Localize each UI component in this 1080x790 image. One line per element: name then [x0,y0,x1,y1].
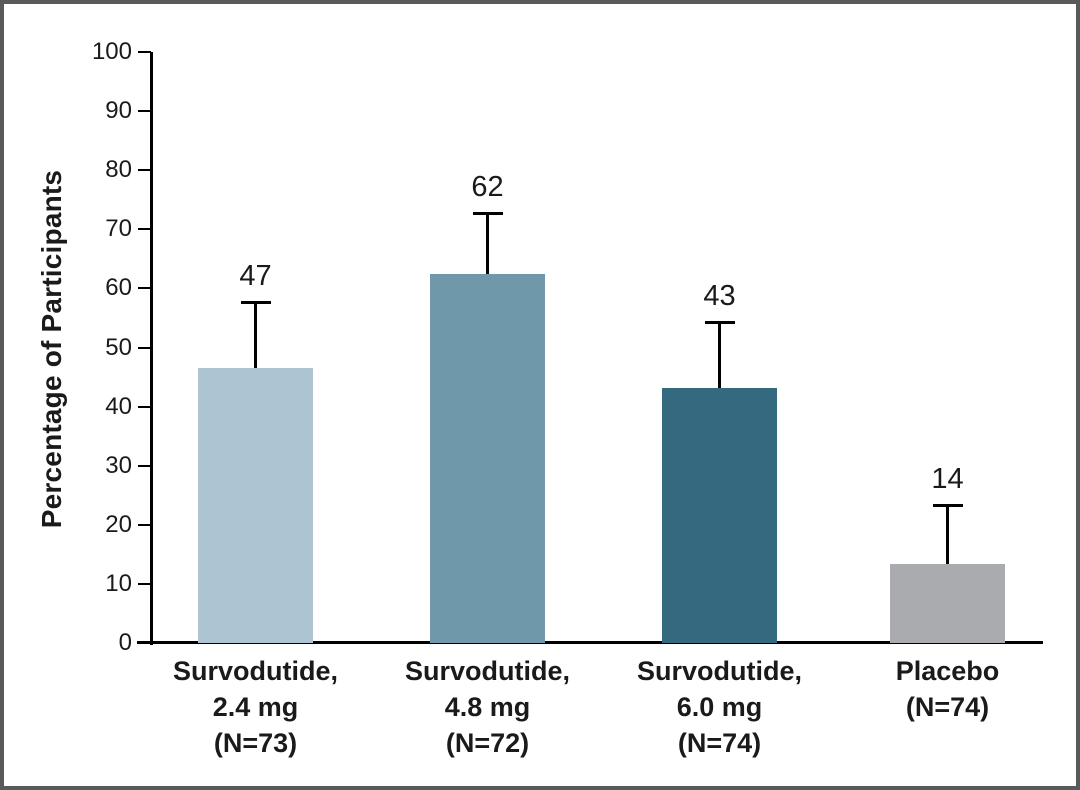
error-bar-stem [718,322,721,389]
error-bar-cap [240,300,271,304]
y-tick [138,228,151,231]
y-tick-label: 100 [91,38,132,65]
y-tick-label: 50 [105,333,132,361]
bar-3 [662,388,777,643]
error-bar-stem [254,301,257,369]
y-tick-label: 0 [118,629,132,656]
y-tick-label: 60 [105,274,132,302]
y-tick-label: 20 [105,510,132,538]
error-bar-cap [472,211,503,215]
bar-2 [430,274,545,643]
y-tick [138,582,151,585]
bar-value-label: 47 [239,259,272,292]
y-tick-label: 30 [105,451,132,479]
y-tick [138,642,151,644]
bar-1 [198,368,313,643]
y-tick-label: 10 [105,569,132,597]
x-category-label: Placebo (N=74) [895,656,1000,722]
error-bar-stem [946,505,949,564]
y-axis-line [150,52,153,645]
bar-value-label: 62 [471,170,504,203]
y-tick [138,346,151,349]
error-bar-cap [932,504,963,508]
x-category-label: Survodutide, 4.8 mg (N=72) [404,656,570,758]
y-tick [138,405,151,408]
error-bar-cap [704,321,735,325]
bar-value-label: 14 [931,463,964,496]
y-tick [138,523,151,526]
x-category-label: Survodutide, 2.4 mg (N=73) [172,656,338,758]
y-tick [138,287,151,290]
y-tick-label: 70 [105,215,132,243]
y-tick [138,169,151,172]
y-tick [138,464,151,467]
error-bar-stem [486,212,489,275]
x-category-label: Survodutide, 6.0 mg (N=74) [636,656,802,758]
y-axis-title: Percentage of Participants [36,169,67,529]
y-tick-label: 80 [105,156,132,184]
bar-4 [890,563,1005,643]
bar-value-label: 43 [703,280,736,313]
y-tick [138,110,151,113]
y-tick-label: 90 [105,97,132,125]
x-axis-line [137,641,1043,644]
plot-area: 0 10 20 30 40 50 60 70 80 90 100 47 Survodutide, 2.… [92,39,1043,758]
y-tick-label: 40 [105,392,132,420]
y-tick [138,51,151,53]
